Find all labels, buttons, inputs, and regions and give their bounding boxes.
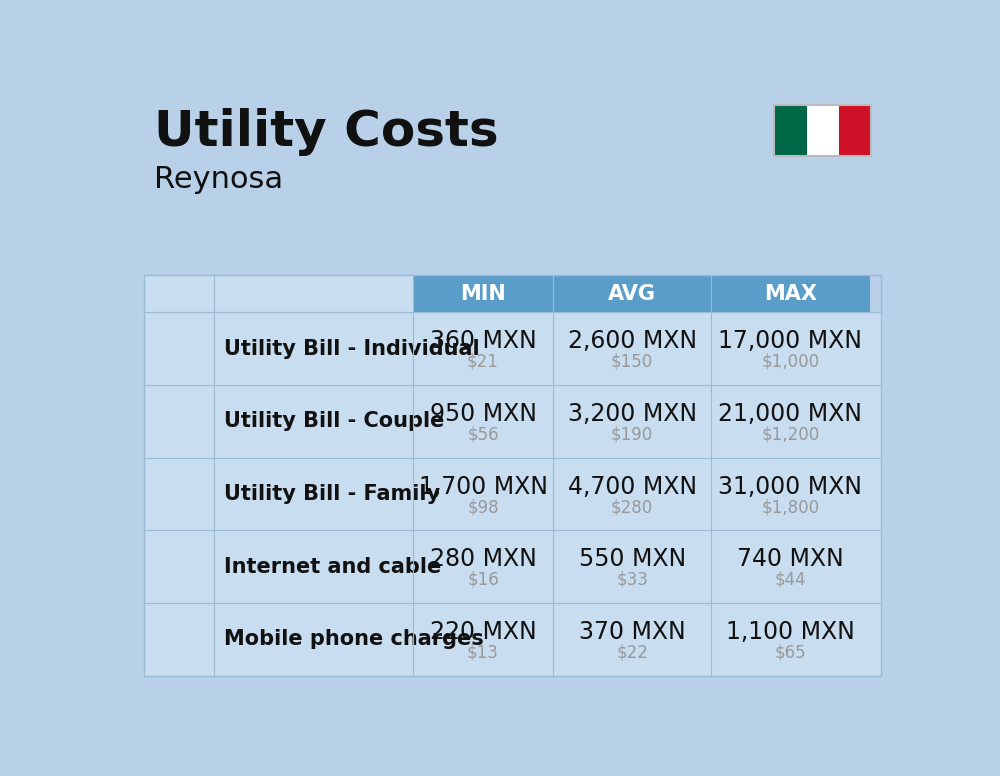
FancyBboxPatch shape: [144, 603, 881, 676]
Text: Utility Bill - Family: Utility Bill - Family: [224, 484, 440, 504]
Text: 1,700 MXN: 1,700 MXN: [419, 475, 548, 499]
FancyBboxPatch shape: [774, 105, 807, 156]
Text: $13: $13: [467, 643, 499, 661]
Text: Utility Bill - Couple: Utility Bill - Couple: [224, 411, 444, 431]
FancyBboxPatch shape: [839, 105, 871, 156]
Text: Utility Bill - Individual: Utility Bill - Individual: [224, 339, 479, 359]
Text: $1,200: $1,200: [761, 425, 820, 443]
Text: 950 MXN: 950 MXN: [430, 402, 537, 426]
Text: 1,100 MXN: 1,100 MXN: [726, 620, 855, 644]
FancyBboxPatch shape: [711, 275, 870, 313]
FancyBboxPatch shape: [144, 458, 881, 530]
Text: $65: $65: [775, 643, 806, 661]
Text: $22: $22: [616, 643, 648, 661]
Text: $16: $16: [467, 571, 499, 589]
Text: MAX: MAX: [764, 284, 817, 304]
Text: Utility Costs: Utility Costs: [154, 108, 499, 156]
FancyBboxPatch shape: [144, 530, 881, 603]
FancyBboxPatch shape: [807, 105, 839, 156]
Text: $150: $150: [611, 353, 653, 371]
FancyBboxPatch shape: [144, 275, 214, 313]
Text: $33: $33: [616, 571, 648, 589]
Text: $1,000: $1,000: [761, 353, 819, 371]
Text: $21: $21: [467, 353, 499, 371]
FancyBboxPatch shape: [553, 275, 711, 313]
Text: $56: $56: [467, 425, 499, 443]
Text: 17,000 MXN: 17,000 MXN: [718, 330, 862, 354]
Text: 370 MXN: 370 MXN: [579, 620, 686, 644]
Text: Internet and cable: Internet and cable: [224, 556, 441, 577]
Text: Reynosa: Reynosa: [154, 165, 284, 194]
Text: 740 MXN: 740 MXN: [737, 547, 844, 571]
FancyBboxPatch shape: [214, 275, 413, 313]
Text: 3,200 MXN: 3,200 MXN: [568, 402, 697, 426]
Text: Mobile phone charges: Mobile phone charges: [224, 629, 483, 650]
Text: $98: $98: [467, 498, 499, 516]
Text: $44: $44: [775, 571, 806, 589]
Text: $280: $280: [611, 498, 653, 516]
Text: 280 MXN: 280 MXN: [430, 547, 536, 571]
Text: 2,600 MXN: 2,600 MXN: [568, 330, 697, 354]
Text: 360 MXN: 360 MXN: [430, 330, 536, 354]
Text: $1,800: $1,800: [761, 498, 819, 516]
Text: 4,700 MXN: 4,700 MXN: [568, 475, 697, 499]
Text: 31,000 MXN: 31,000 MXN: [718, 475, 862, 499]
FancyBboxPatch shape: [144, 313, 881, 385]
Text: 550 MXN: 550 MXN: [579, 547, 686, 571]
Text: $190: $190: [611, 425, 653, 443]
Text: MIN: MIN: [460, 284, 506, 304]
FancyBboxPatch shape: [144, 385, 881, 458]
Text: 21,000 MXN: 21,000 MXN: [718, 402, 862, 426]
FancyBboxPatch shape: [413, 275, 553, 313]
Text: 220 MXN: 220 MXN: [430, 620, 536, 644]
Text: AVG: AVG: [608, 284, 656, 304]
